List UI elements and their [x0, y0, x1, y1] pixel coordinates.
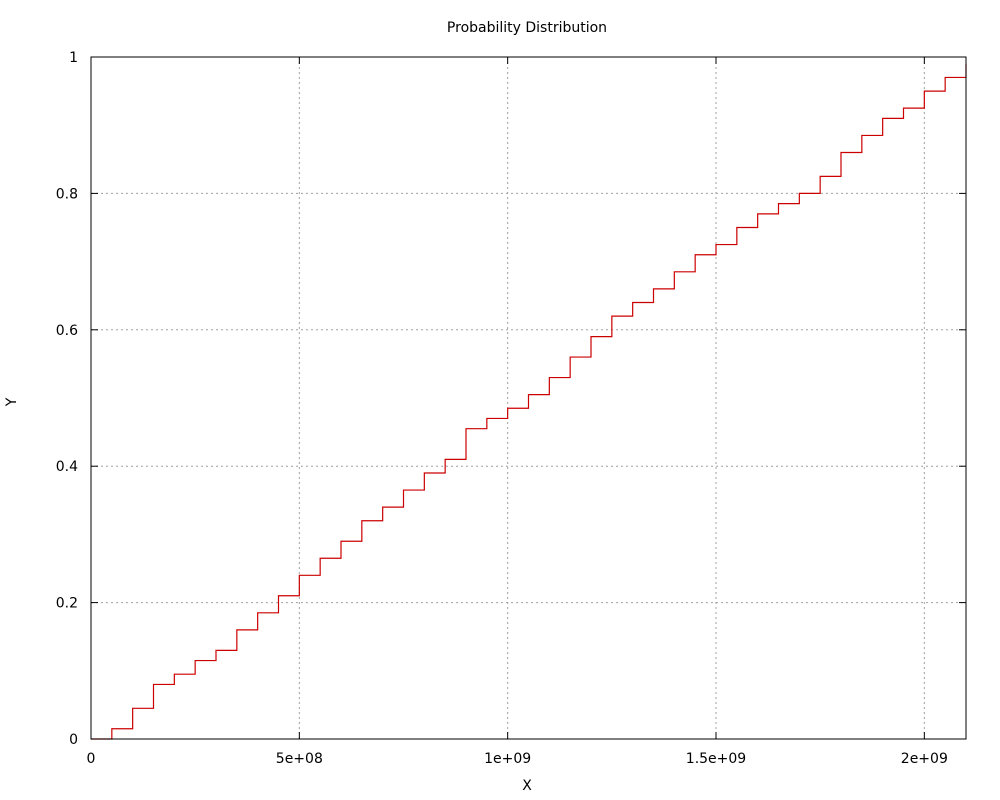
- y-tick-label: 0: [69, 732, 78, 748]
- y-tick-label: 0.8: [56, 186, 78, 202]
- x-tick-label: 2e+09: [901, 751, 948, 767]
- y-tick-label: 0.2: [56, 596, 78, 612]
- x-axis-label: X: [522, 778, 532, 794]
- plot-frame: [90, 56, 967, 740]
- x-tick-label: 1.5e+09: [686, 751, 746, 767]
- y-tick-label: 1: [69, 50, 78, 66]
- series-group: [91, 63, 967, 740]
- y-axis-label: Y: [4, 397, 20, 407]
- y-tick-label: 0.4: [56, 459, 78, 475]
- x-tick-label: 0: [87, 751, 96, 767]
- x-tick-label: 1e+09: [484, 751, 531, 767]
- axis-ticks: 0 5e+08 1e+09 1.5e+09 2e+09 0 0.2 0.4 0.6 0.8 1: [56, 50, 966, 767]
- grid-lines: [91, 57, 966, 739]
- chart-title: Probability Distribution: [447, 20, 607, 36]
- series-line-0: [91, 63, 967, 740]
- y-tick-label: 0.6: [56, 323, 78, 339]
- x-tick-label: 5e+08: [276, 751, 323, 767]
